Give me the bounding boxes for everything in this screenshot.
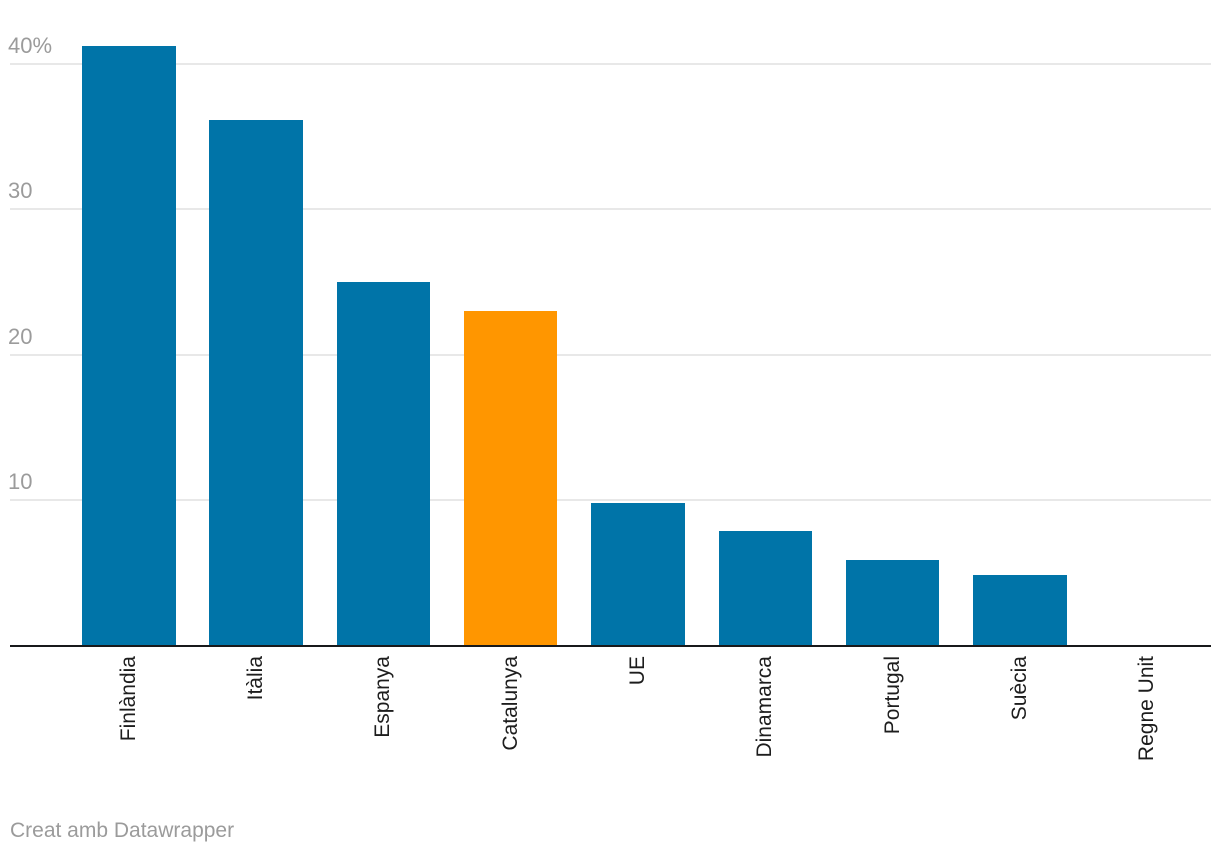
- x-label-dinamarca: Dinamarca: [753, 656, 777, 758]
- x-label-ue: UE: [625, 656, 649, 686]
- x-label-portugal: Portugal: [880, 656, 904, 735]
- bar-dinamarca[interactable]: [718, 530, 813, 646]
- x-label-regne-unit: Regne Unit: [1135, 656, 1159, 762]
- y-tick-label-20: 20: [8, 323, 33, 349]
- y-tick-label-10: 10: [8, 469, 33, 495]
- x-axis-line: [10, 644, 1211, 647]
- gridline-30: [10, 208, 1211, 211]
- x-label-slot-catalunya: Catalunya: [464, 656, 558, 826]
- x-label-slot-ue: UE: [591, 656, 685, 826]
- x-label-espanya: Espanya: [371, 656, 395, 738]
- x-label-slot-dinamarca: Dinamarca: [719, 656, 813, 826]
- y-tick-label-40: 40%: [8, 32, 53, 58]
- x-label-slot-finlandia: Finlàndia: [82, 656, 176, 826]
- bar-catalunya[interactable]: [463, 311, 558, 646]
- bar-italia[interactable]: [209, 120, 303, 646]
- x-label-catalunya: Catalunya: [498, 656, 522, 751]
- bar-portugal[interactable]: [845, 560, 940, 646]
- datawrapper-credit[interactable]: Creat amb Datawrapper: [10, 819, 235, 842]
- x-label-slot-italia: Itàlia: [209, 656, 303, 826]
- x-label-slot-regne-unit: Regne Unit: [1101, 656, 1195, 826]
- x-label-slot-portugal: Portugal: [846, 656, 940, 826]
- bar-ue[interactable]: [591, 503, 685, 646]
- bar-finlandia[interactable]: [82, 46, 176, 646]
- x-label-slot-suecia: Suècia: [973, 656, 1067, 826]
- x-label-suecia: Suècia: [1007, 656, 1031, 721]
- plot-area: 10 20 30 40%: [8, 32, 1211, 647]
- x-label-italia: Itàlia: [244, 656, 267, 701]
- gridline-40: [10, 62, 1211, 65]
- bar-suecia[interactable]: [973, 574, 1067, 646]
- bar-espanya[interactable]: [336, 282, 431, 646]
- x-label-finlandia: Finlàndia: [116, 656, 140, 742]
- gridline-20: [10, 353, 1211, 356]
- x-label-slot-espanya: Espanya: [337, 656, 431, 826]
- y-tick-label-30: 30: [8, 178, 33, 204]
- gridline-10: [10, 499, 1211, 502]
